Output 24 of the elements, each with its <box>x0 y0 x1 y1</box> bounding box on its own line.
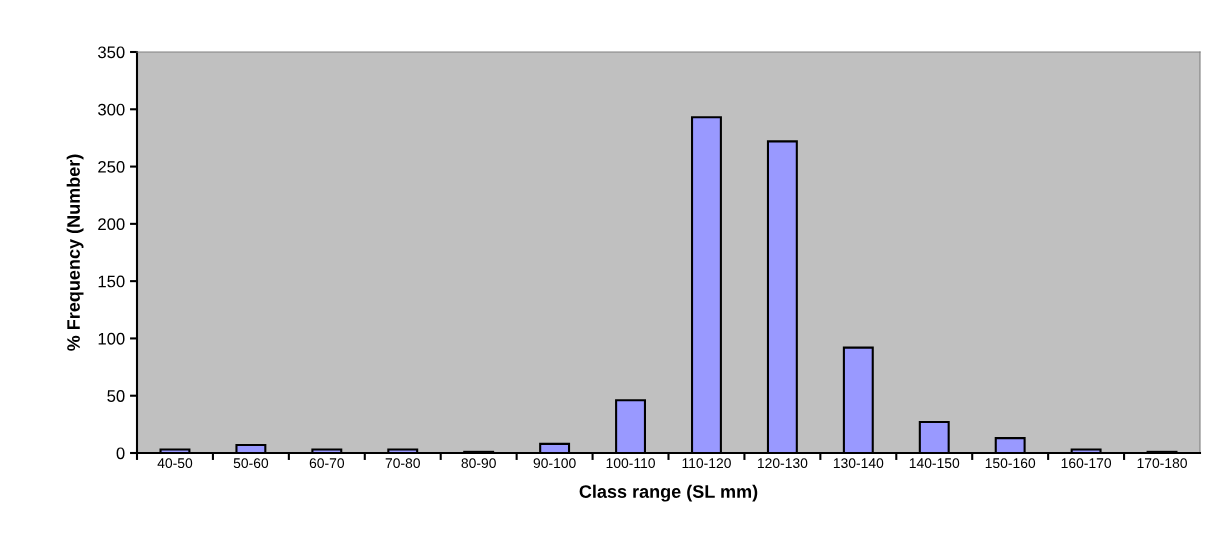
x-tick-label: 70-80 <box>385 458 420 469</box>
x-tick-label: 80-90 <box>461 458 496 469</box>
y-tick-label: 350 <box>98 46 125 59</box>
x-tick-label: 160-170 <box>1061 458 1112 469</box>
y-tick-label: 200 <box>98 218 125 231</box>
x-tick-label: 110-120 <box>682 458 731 469</box>
x-tick-label: 130-140 <box>833 458 884 469</box>
y-tick-label: 50 <box>107 390 125 402</box>
x-tick-label: 170-180 <box>1137 458 1187 469</box>
x-tick-label: 140-150 <box>909 458 960 469</box>
y-tick-label: 150 <box>98 275 125 288</box>
x-tick-label: 60-70 <box>309 458 345 469</box>
y-tick-label: 300 <box>98 103 125 116</box>
x-tick-label: 150-160 <box>985 458 1036 469</box>
y-axis-title: % Frequency (Number) <box>66 154 84 351</box>
y-tick-label: 250 <box>98 160 125 173</box>
x-tick-label: 120-130 <box>757 458 808 469</box>
y-tick-label: 100 <box>98 332 125 345</box>
x-tick-label: 100-110 <box>606 458 655 469</box>
x-tick-label: 40-50 <box>157 458 193 469</box>
x-axis-title: Class range (SL mm) <box>579 484 758 502</box>
x-tick-label: 90-100 <box>533 458 576 469</box>
y-tick-label: 0 <box>116 447 125 460</box>
x-tick-label: 50-60 <box>233 458 269 469</box>
